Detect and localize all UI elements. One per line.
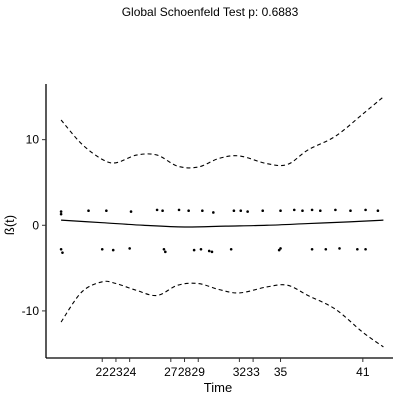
x-tick-label: 28 bbox=[178, 365, 192, 379]
residual-point bbox=[201, 209, 204, 213]
residual-point bbox=[349, 209, 352, 213]
residual-point bbox=[177, 208, 181, 212]
residual-point bbox=[292, 208, 296, 212]
residual-point bbox=[207, 249, 211, 253]
x-tick-label: 32 bbox=[233, 365, 247, 379]
y-tick-label: -10 bbox=[22, 304, 40, 318]
residual-point bbox=[324, 247, 328, 251]
smoothed-beta-line bbox=[61, 219, 384, 228]
residual-point bbox=[356, 247, 359, 251]
residual-point bbox=[239, 209, 243, 213]
residual-point bbox=[105, 209, 108, 213]
y-tick-label: 0 bbox=[32, 218, 39, 232]
residual-point bbox=[128, 247, 131, 250]
curves-layer bbox=[60, 96, 384, 348]
chart-title: Global Schoenfeld Test p: 0.6883 bbox=[122, 5, 299, 19]
residual-point bbox=[376, 209, 380, 213]
confidence-band-line-2 bbox=[60, 280, 384, 348]
x-tick-label: 22 bbox=[96, 365, 110, 379]
residual-point bbox=[187, 209, 190, 213]
residual-point bbox=[192, 248, 196, 252]
x-ticks: 22 23 24 27 28 29 32 33 35 41 bbox=[96, 358, 370, 379]
residual-series-0 bbox=[59, 208, 380, 216]
residual-point bbox=[310, 247, 314, 251]
residual-point bbox=[334, 208, 337, 212]
y-tick-label: 10 bbox=[26, 133, 40, 147]
residual-point bbox=[212, 211, 215, 214]
residual-point bbox=[59, 210, 63, 213]
confidence-band-line-1 bbox=[60, 96, 384, 169]
residual-point bbox=[129, 210, 133, 213]
x-tick-label: 41 bbox=[356, 365, 370, 379]
residual-point bbox=[364, 208, 367, 212]
x-tick-label: 35 bbox=[274, 365, 288, 379]
residual-point bbox=[232, 209, 236, 213]
residual-point bbox=[199, 247, 203, 251]
residual-point bbox=[100, 247, 104, 251]
residual-point bbox=[338, 247, 341, 250]
x-tick-label: 29 bbox=[192, 365, 206, 379]
residual-point bbox=[61, 251, 64, 254]
residual-point bbox=[279, 247, 282, 250]
y-axis-title: ß(t) bbox=[2, 215, 17, 235]
x-tick-label: 23 bbox=[109, 365, 123, 379]
residual-point bbox=[59, 247, 63, 251]
residual-point bbox=[229, 247, 233, 251]
residual-point bbox=[319, 209, 322, 213]
residual-point bbox=[87, 209, 90, 213]
residual-point bbox=[301, 209, 304, 213]
x-tick-label: 24 bbox=[123, 365, 137, 379]
residual-point bbox=[210, 250, 214, 254]
residual-point bbox=[261, 209, 265, 213]
residual-series-1 bbox=[59, 247, 367, 254]
x-axis-title: Time bbox=[204, 380, 232, 395]
residual-point bbox=[364, 247, 367, 251]
residual-point bbox=[164, 250, 167, 254]
residual-point bbox=[246, 210, 249, 213]
residual-point bbox=[161, 209, 164, 213]
y-ticks: -10 0 10 bbox=[22, 133, 46, 318]
residual-point bbox=[310, 208, 314, 212]
x-tick-label: 27 bbox=[164, 365, 178, 379]
residual-point bbox=[162, 247, 166, 251]
residual-point bbox=[111, 248, 115, 252]
residual-points-layer bbox=[59, 208, 380, 254]
residual-point bbox=[279, 209, 282, 213]
residual-point bbox=[155, 208, 159, 212]
x-tick-label: 33 bbox=[246, 365, 260, 379]
residual-point bbox=[59, 212, 63, 216]
